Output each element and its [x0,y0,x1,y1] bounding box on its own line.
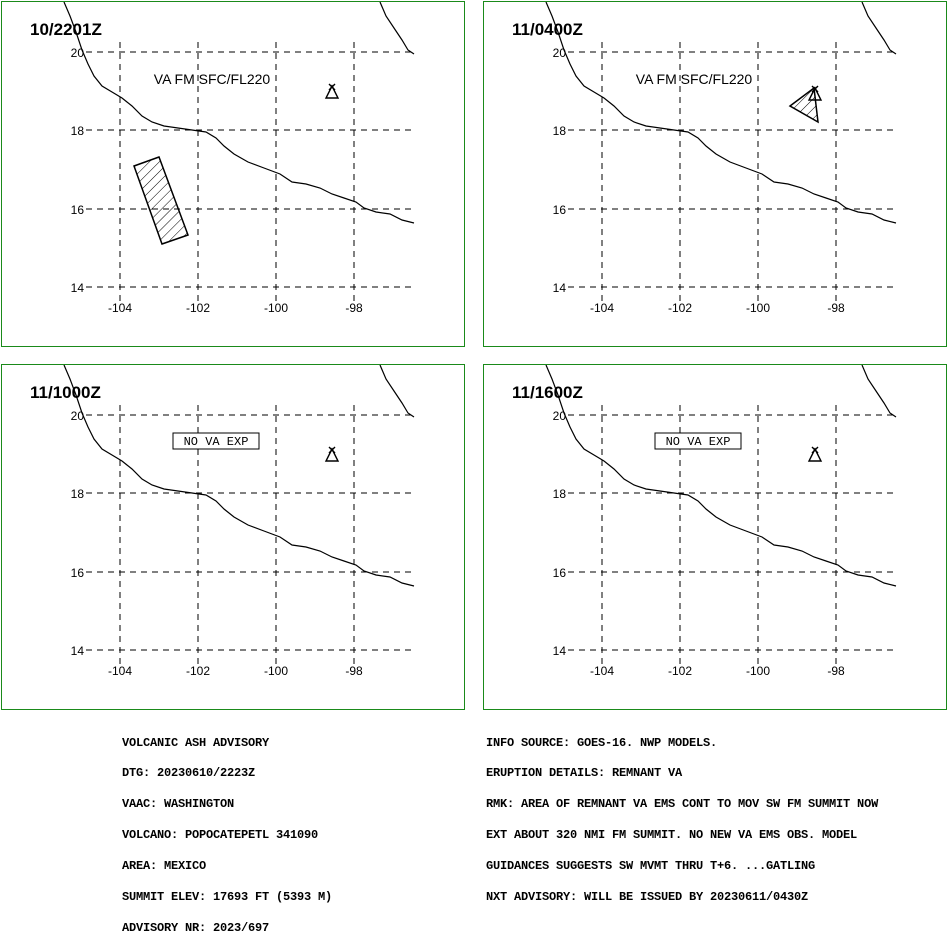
svg-text:-102: -102 [668,301,692,315]
ash-cloud-area [133,156,189,245]
svg-text:-102: -102 [668,664,692,678]
svg-text:20: 20 [71,46,85,60]
svg-text:14: 14 [71,281,85,295]
svg-text:-100: -100 [746,664,770,678]
volcano-icon [807,446,823,462]
svg-text:20: 20 [71,409,85,423]
map-panel-1: 20 18 16 14 -104 -102 -100 -98 VA FM SFC… [1,1,465,347]
svg-text:-102: -102 [186,301,210,315]
coastline-north [379,2,415,55]
panel-time: 11/0400Z [512,20,583,39]
advisory-line: RMK: AREA OF REMNANT VA EMS CONT TO MOV … [486,797,879,812]
advisory-line: ERUPTION DETAILS: REMNANT VA [486,766,683,781]
tick-labels: 20 18 16 14 -104 -102 -100 -98 [553,409,845,678]
svg-text:-100: -100 [264,301,288,315]
advisory-details-right: INFO SOURCE: GOES-16. NWP MODELS. ERUPTI… [486,717,878,913]
svg-text:20: 20 [553,46,567,60]
coastline-north [379,365,415,418]
svg-text:16: 16 [553,203,567,217]
coastline-north [861,2,897,55]
ash-cloud-area [788,86,819,124]
map-panel-4: 20 18 16 14 -104 -102 -100 -98 NO VA EXP… [483,364,947,710]
tick-labels: 20 18 16 14 -104 -102 -100 -98 [71,409,363,678]
volcano-icon [807,85,823,101]
grid-lines [86,405,416,667]
svg-text:-100: -100 [746,301,770,315]
no-va-label: NO VA EXP [184,435,249,449]
advisory-line: EXT ABOUT 320 NMI FM SUMMIT. NO NEW VA E… [486,828,858,843]
svg-text:-104: -104 [590,664,614,678]
svg-text:-104: -104 [590,301,614,315]
advisory-line: VAAC: WASHINGTON [122,797,235,812]
svg-text:18: 18 [553,487,567,501]
advisory-header-left: VOLCANIC ASH ADVISORY DTG: 20230610/2223… [122,717,332,944]
svg-text:-98: -98 [345,301,363,315]
advisory-line: ADVISORY NR: 2023/697 [122,920,270,935]
map-panel-3: 20 18 16 14 -104 -102 -100 -98 NO VA EXP… [1,364,465,710]
coastline [63,365,415,587]
coastline [545,365,897,587]
tick-labels: 20 18 16 14 -104 -102 -100 -98 [71,46,363,315]
svg-text:-98: -98 [345,664,363,678]
svg-text:18: 18 [71,487,85,501]
svg-text:-98: -98 [827,664,845,678]
advisory-line: INFO SOURCE: GOES-16. NWP MODELS. [486,735,718,750]
svg-text:-102: -102 [186,664,210,678]
svg-text:-104: -104 [108,664,132,678]
no-va-label: NO VA EXP [666,435,731,449]
svg-text:-98: -98 [827,301,845,315]
svg-text:-104: -104 [108,301,132,315]
advisory-line: VOLCANIC ASH ADVISORY [122,735,270,750]
coastline-north [861,365,897,418]
advisory-line: AREA: MEXICO [122,859,207,874]
svg-text:14: 14 [71,644,85,658]
volcano-icon [324,83,340,99]
advisory-line: NXT ADVISORY: WILL BE ISSUED BY 20230611… [486,890,809,905]
svg-text:14: 14 [553,644,567,658]
svg-text:16: 16 [71,203,85,217]
grid-lines [86,42,416,304]
grid-lines [568,42,898,304]
svg-text:18: 18 [71,124,85,138]
no-va-box [172,432,260,450]
svg-text:18: 18 [553,124,567,138]
panel-time: 10/2201Z [30,20,102,39]
ash-level-label: VA FM SFC/FL220 [636,71,753,87]
coastline [63,2,415,224]
coastline [545,2,897,224]
panel-time: 11/1600Z [512,383,583,402]
advisory-line: DTG: 20230610/2223Z [122,766,256,781]
grid-lines [568,405,898,667]
advisory-line: SUMMIT ELEV: 17693 FT (5393 M) [122,890,333,905]
advisory-line: GUIDANCES SUGGESTS SW MVMT THRU T+6. ...… [486,859,816,874]
panel-time: 11/1000Z [30,383,101,402]
ash-level-label: VA FM SFC/FL220 [154,71,271,87]
svg-text:-100: -100 [264,664,288,678]
svg-text:16: 16 [71,566,85,580]
volcano-icon [324,446,340,462]
svg-text:20: 20 [553,409,567,423]
svg-text:16: 16 [553,566,567,580]
map-panel-2: 20 18 16 14 -104 -102 -100 -98 VA FM SFC… [483,1,947,347]
tick-labels: 20 18 16 14 -104 -102 -100 -98 [553,46,845,315]
advisory-line: VOLCANO: POPOCATEPETL 341090 [122,828,319,843]
no-va-box [654,432,742,450]
svg-text:14: 14 [553,281,567,295]
